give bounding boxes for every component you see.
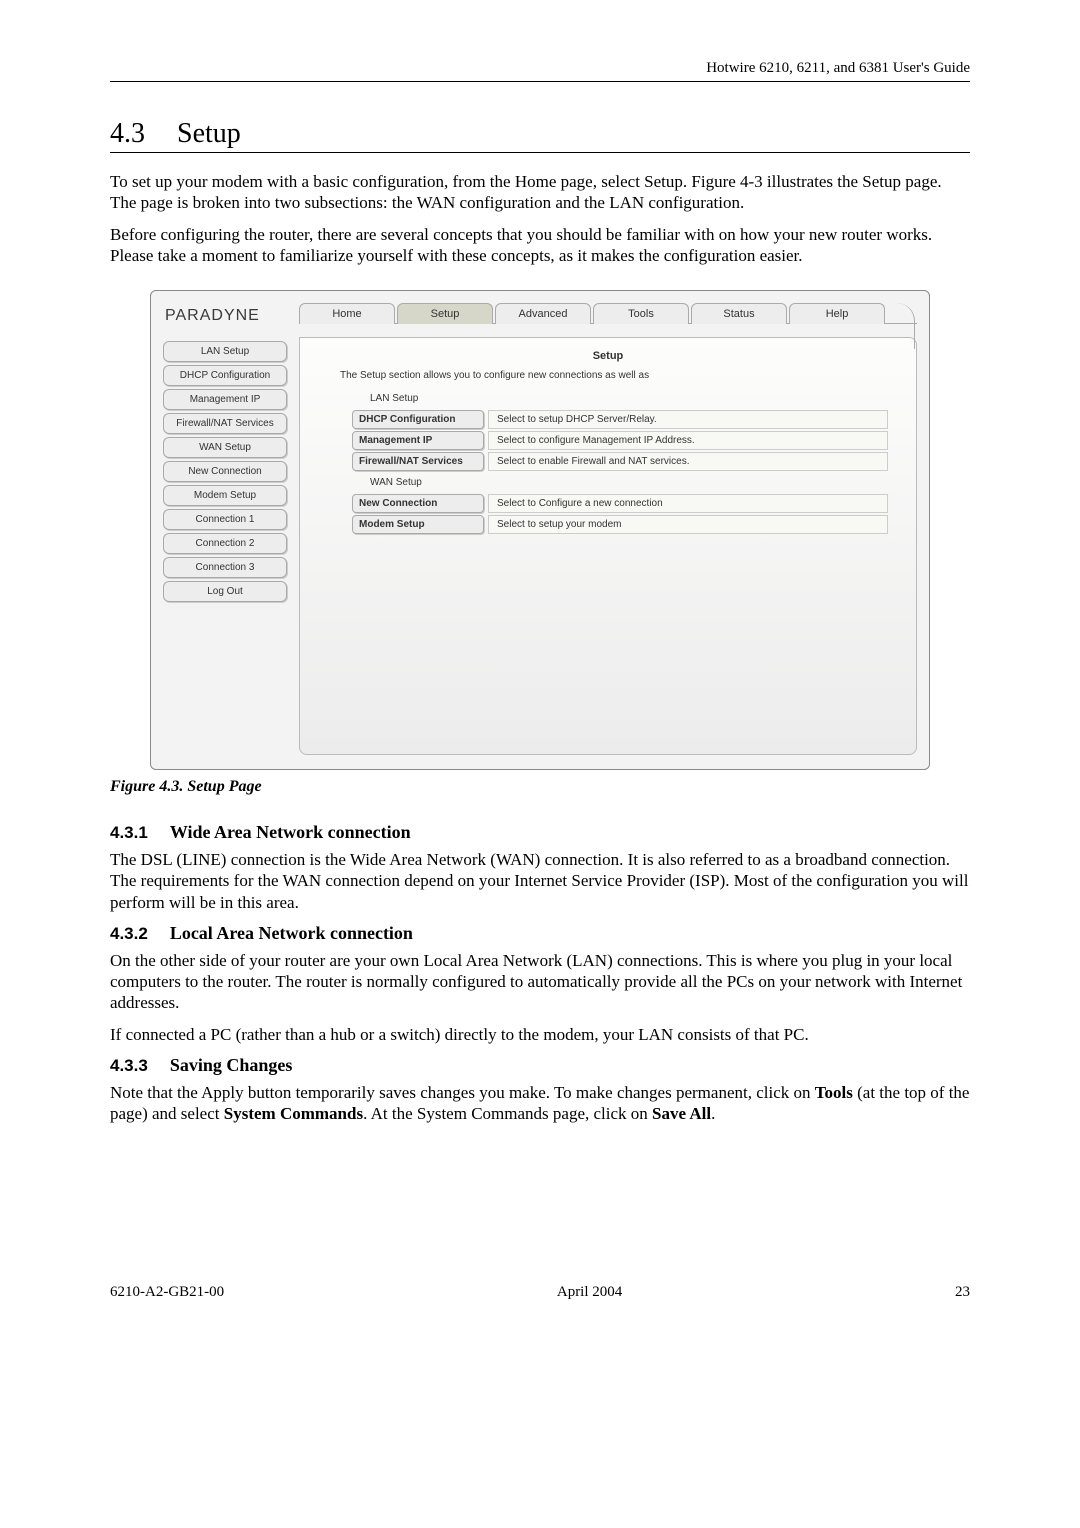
- tab-row: Home Setup Advanced Tools Status Help: [299, 303, 917, 324]
- wan-group-label: WAN Setup: [328, 473, 888, 492]
- lan-group-label: LAN Setup: [328, 389, 888, 408]
- sidebar-item-log-out[interactable]: Log Out: [163, 581, 287, 602]
- subsection-2-para-2: If connected a PC (rather than a hub or …: [110, 1024, 970, 1045]
- option-desc-dhcp: Select to setup DHCP Server/Relay.: [488, 410, 888, 429]
- subsection-1-para: The DSL (LINE) connection is the Wide Ar…: [110, 849, 970, 913]
- option-button-mgmt-ip[interactable]: Management IP: [352, 431, 484, 450]
- subsection-2-number: 4.3.2: [110, 924, 148, 944]
- content-panel: Setup The Setup section allows you to co…: [299, 337, 917, 755]
- option-button-modem-setup[interactable]: Modem Setup: [352, 515, 484, 534]
- option-desc-modem-setup: Select to setup your modem: [488, 515, 888, 534]
- section-para-2: Before configuring the router, there are…: [110, 224, 970, 267]
- tab-home[interactable]: Home: [299, 303, 395, 324]
- section-title: Setup: [177, 118, 241, 150]
- subsection-1-title: Wide Area Network connection: [170, 822, 411, 843]
- page-footer: 6210-A2-GB21-00 April 2004 23: [110, 1284, 970, 1301]
- sub3-text-3: . At the System Commands page, click on: [363, 1104, 652, 1123]
- panel-title: Setup: [328, 350, 888, 370]
- subsection-2-title: Local Area Network connection: [170, 923, 413, 944]
- running-head: Hotwire 6210, 6211, and 6381 User's Guid…: [110, 60, 970, 82]
- sidebar-item-management-ip[interactable]: Management IP: [163, 389, 287, 410]
- sub3-bold-saveall: Save All: [652, 1104, 711, 1123]
- option-desc-mgmt-ip: Select to configure Management IP Addres…: [488, 431, 888, 450]
- sub3-bold-syscmd: System Commands: [224, 1104, 363, 1123]
- brand-logo: PARADYNE: [163, 303, 291, 335]
- sidebar-item-connection-2[interactable]: Connection 2: [163, 533, 287, 554]
- section-para-1: To set up your modem with a basic config…: [110, 171, 970, 214]
- sidebar-item-connection-1[interactable]: Connection 1: [163, 509, 287, 530]
- option-button-firewall[interactable]: Firewall/NAT Services: [352, 452, 484, 471]
- tab-tools[interactable]: Tools: [593, 303, 689, 324]
- option-button-dhcp[interactable]: DHCP Configuration: [352, 410, 484, 429]
- tab-status[interactable]: Status: [691, 303, 787, 324]
- option-row-modem-setup: Modem Setup Select to setup your modem: [352, 515, 888, 534]
- sub3-bold-tools: Tools: [815, 1083, 853, 1102]
- subsection-3-title: Saving Changes: [170, 1055, 293, 1076]
- subsection-3-para: Note that the Apply button temporarily s…: [110, 1082, 970, 1125]
- subsection-2-para-1: On the other side of your router are you…: [110, 950, 970, 1014]
- option-row-mgmt-ip: Management IP Select to configure Manage…: [352, 431, 888, 450]
- option-row-firewall: Firewall/NAT Services Select to enable F…: [352, 452, 888, 471]
- sidebar-item-connection-3[interactable]: Connection 3: [163, 557, 287, 578]
- footer-center: April 2004: [557, 1284, 622, 1301]
- option-desc-firewall: Select to enable Firewall and NAT servic…: [488, 452, 888, 471]
- sidebar-item-dhcp-config[interactable]: DHCP Configuration: [163, 365, 287, 386]
- subsection-2-heading: 4.3.2 Local Area Network connection: [110, 923, 970, 944]
- option-desc-new-conn: Select to Configure a new connection: [488, 494, 888, 513]
- option-row-new-conn: New Connection Select to Configure a new…: [352, 494, 888, 513]
- subsection-3-number: 4.3.3: [110, 1056, 148, 1076]
- sidebar-item-wan-setup[interactable]: WAN Setup: [163, 437, 287, 458]
- subsection-1-heading: 4.3.1 Wide Area Network connection: [110, 822, 970, 843]
- section-heading: 4.3 Setup: [110, 118, 970, 153]
- footer-left: 6210-A2-GB21-00: [110, 1284, 224, 1301]
- option-row-dhcp: DHCP Configuration Select to setup DHCP …: [352, 410, 888, 429]
- panel-intro: The Setup section allows you to configur…: [328, 370, 888, 389]
- section-number: 4.3: [110, 118, 145, 150]
- sidebar: LAN Setup DHCP Configuration Management …: [163, 335, 291, 755]
- subsection-1-number: 4.3.1: [110, 823, 148, 843]
- tab-help[interactable]: Help: [789, 303, 885, 324]
- tab-advanced[interactable]: Advanced: [495, 303, 591, 324]
- sub3-period: .: [711, 1104, 715, 1123]
- subsection-3-heading: 4.3.3 Saving Changes: [110, 1055, 970, 1076]
- sidebar-item-firewall-nat[interactable]: Firewall/NAT Services: [163, 413, 287, 434]
- setup-screenshot: PARADYNE Home Setup Advanced Tools Statu…: [150, 290, 930, 770]
- sidebar-item-lan-setup[interactable]: LAN Setup: [163, 341, 287, 362]
- sidebar-item-new-connection[interactable]: New Connection: [163, 461, 287, 482]
- tab-setup[interactable]: Setup: [397, 303, 493, 324]
- sub3-text-1: Note that the Apply button temporarily s…: [110, 1083, 815, 1102]
- figure-caption: Figure 4.3. Setup Page: [110, 778, 970, 796]
- footer-right: 23: [955, 1284, 970, 1301]
- sidebar-item-modem-setup[interactable]: Modem Setup: [163, 485, 287, 506]
- option-button-new-conn[interactable]: New Connection: [352, 494, 484, 513]
